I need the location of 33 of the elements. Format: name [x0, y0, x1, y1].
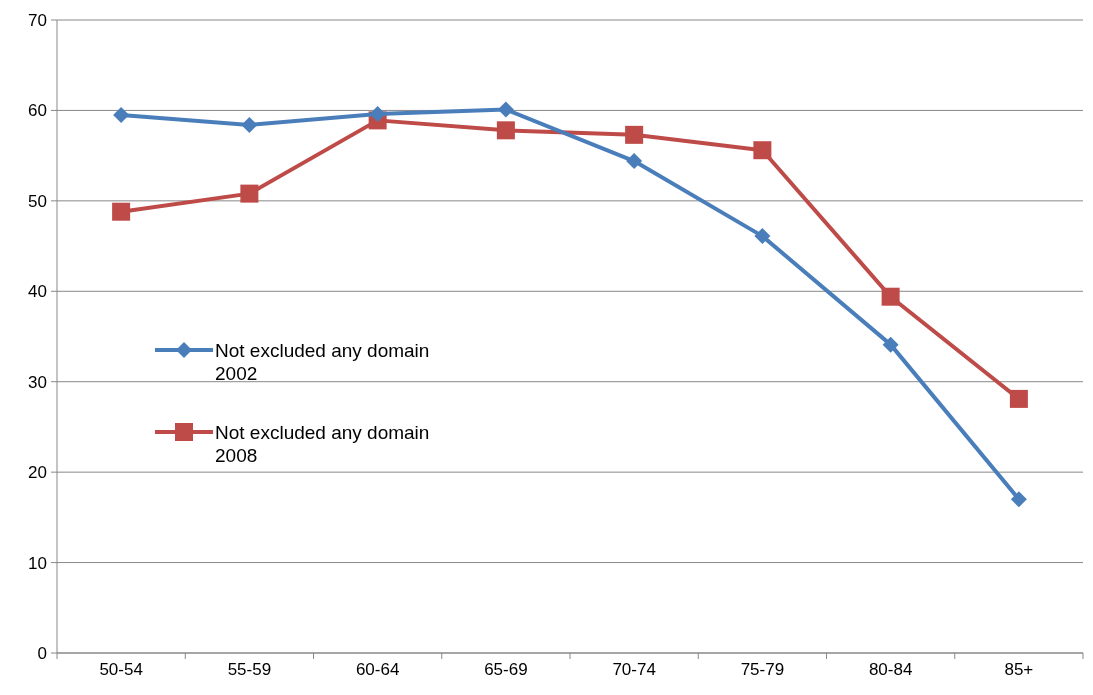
point [1010, 491, 1027, 508]
point [369, 106, 386, 123]
y-tick-label: 70 [28, 10, 47, 30]
legend-label: Not excluded any domain 2008 [215, 421, 430, 467]
x-tick-label: 70-74 [612, 660, 656, 679]
point [1009, 389, 1028, 408]
point [626, 153, 643, 170]
x-tick-label: 75-79 [740, 660, 785, 679]
x-tick-label: 50-54 [99, 660, 143, 679]
y-tick-label: 10 [28, 553, 47, 573]
point [112, 202, 131, 221]
point [113, 106, 130, 123]
legend-label: Not excluded any domain 2002 [215, 339, 430, 385]
x-tick-label: 80-84 [868, 660, 913, 679]
y-tick-label: 40 [28, 282, 47, 302]
point [753, 141, 772, 160]
y-tick-label: 20 [28, 463, 47, 483]
x-tick-label: 85+ [1004, 660, 1034, 679]
y-tick-label: 0 [37, 643, 47, 663]
x-tick-label: 55-59 [227, 660, 272, 679]
point [754, 228, 771, 245]
y-tick-label: 60 [28, 101, 47, 121]
x-tick-label: 65-69 [484, 660, 528, 679]
point [882, 336, 899, 353]
y-tick-label: 30 [28, 372, 47, 392]
y-tick-label: 50 [28, 191, 47, 211]
point [240, 184, 259, 203]
point [241, 116, 258, 133]
point [497, 101, 514, 118]
point [881, 287, 900, 306]
x-tick-label: 60-64 [355, 660, 400, 679]
point [496, 121, 515, 140]
point [625, 125, 644, 144]
